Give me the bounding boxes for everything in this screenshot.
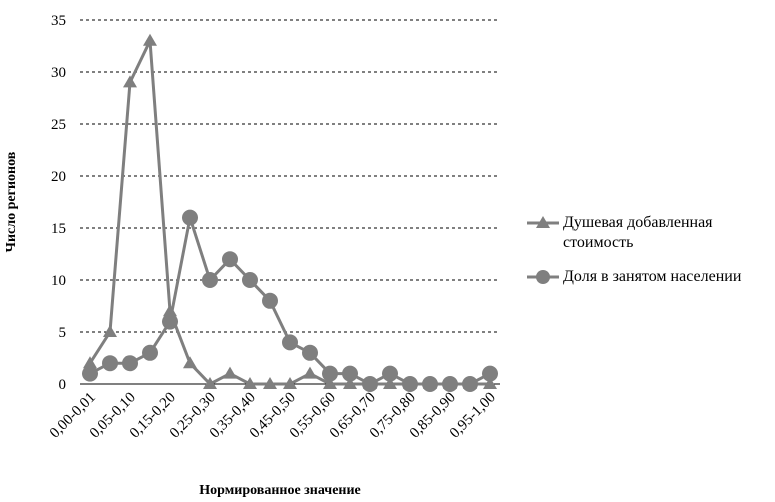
circle-point [402,376,418,392]
triangle-point [203,377,217,389]
triangle-point [123,75,137,88]
y-tick-label: 15 [51,221,66,237]
x-axis-label: Нормированное значение [199,483,361,498]
circle-point [322,365,338,382]
circle-point [202,272,218,288]
legend-label: Доля в занятом населении [563,268,742,285]
y-tick-label: 0 [59,377,67,393]
triangle-point [243,377,257,389]
circle-point [102,355,118,372]
circle-point [182,209,198,226]
y-tick-label: 25 [51,117,66,133]
y-tick-label: 5 [59,325,67,341]
triangle-point [183,356,197,369]
y-tick-label: 30 [51,65,66,81]
legend: Душевая добавленная стоимость Доля в зан… [525,213,770,301]
circle-point [162,313,178,330]
y-tick-label: 10 [51,273,66,289]
y-tick-label: 20 [51,169,66,185]
circle-point [382,365,398,382]
y-tick-label: 35 [51,13,66,29]
triangle-point [383,377,397,389]
circle-point [242,272,258,288]
triangle-point [103,325,117,337]
triangle-point [143,33,157,46]
circle-point [262,292,278,309]
triangle-point [343,377,357,389]
triangle-point [223,366,237,379]
triangle-point [263,377,277,389]
circle-point [462,376,478,392]
grid-lines [80,19,500,333]
triangle-point [323,377,337,389]
circle-point [142,344,158,361]
y-axis-label: Число регионов [4,151,19,253]
series-employment-share [82,209,498,392]
triangle-point [303,366,317,379]
circle-point [302,344,318,361]
legend-item-value-added: Душевая добавленная стоимость [525,213,770,253]
series-line [88,39,490,386]
triangle-point [83,356,97,369]
triangle-point [483,377,497,389]
legend-label: Душевая добавленная стоимость [563,214,713,251]
circle-point [482,365,498,382]
circle-point [422,376,438,392]
x-tick-labels: 0,00-0,010,05-0,100,15-0,200,25-0,300,35… [47,390,499,442]
circle-point [122,355,138,372]
circle-point [342,365,358,382]
triangle-point [163,304,177,317]
legend-swatch-triangle [527,216,559,228]
triangle-point [283,377,297,389]
legend-swatch-circle [527,270,559,284]
circle-point [442,376,458,392]
y-tick-labels: 0 5 10 15 20 25 30 35 [51,13,66,393]
legend-item-employment-share: Доля в занятом населении [525,267,770,287]
circle-point [282,334,298,351]
circle-point [222,251,238,268]
circle-point [362,376,378,392]
series-group [82,33,498,392]
circle-point [82,365,98,382]
